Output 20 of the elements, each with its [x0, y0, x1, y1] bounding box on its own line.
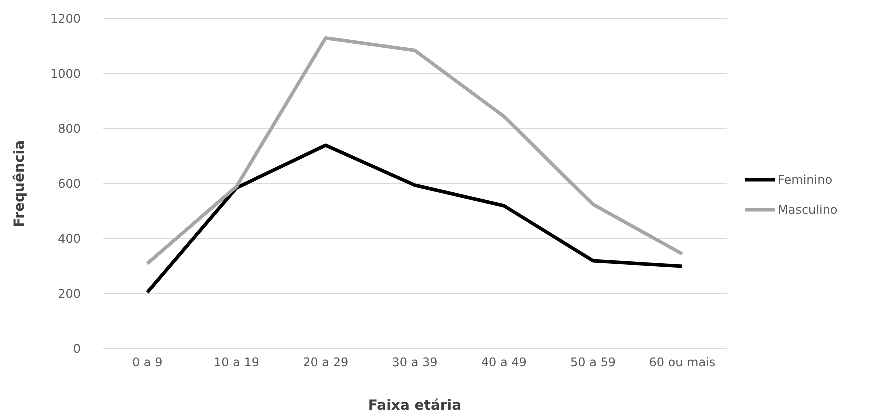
x-tick-label: 20 a 29 — [303, 356, 349, 370]
x-tick-label: 0 a 9 — [132, 356, 163, 370]
x-tick-label: 30 a 39 — [392, 356, 438, 370]
y-tick-label: 600 — [58, 176, 81, 191]
y-tick-label: 1000 — [50, 66, 81, 81]
y-tick-label: 1200 — [50, 12, 81, 26]
y-tick-label: 200 — [58, 286, 81, 301]
x-tick-label: 10 a 19 — [214, 356, 260, 370]
y-axis-title: Frequência — [12, 140, 28, 228]
x-tick-label: 40 a 49 — [481, 356, 527, 370]
line-series — [146, 36, 684, 266]
legend-label: Feminino — [778, 173, 833, 187]
y-tick-label: 800 — [58, 122, 81, 136]
x-axis-title: Faixa etária — [368, 398, 462, 414]
y-tick-label: 400 — [58, 232, 81, 246]
x-tick-label: 50 a 59 — [570, 356, 616, 370]
line-series — [146, 144, 684, 294]
legend-label: Masculino — [778, 203, 838, 217]
y-tick-label: 0 — [73, 342, 81, 356]
x-tick-label: 60 ou mais — [649, 356, 716, 370]
